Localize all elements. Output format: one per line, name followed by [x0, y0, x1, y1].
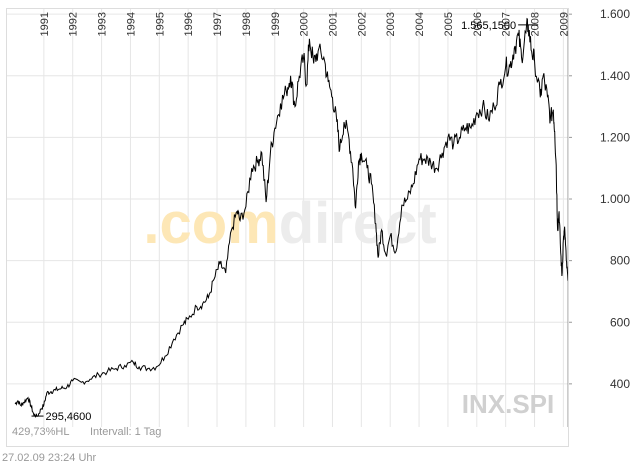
x-tick-label: 1991	[39, 12, 51, 36]
x-tick-label: 1994	[125, 12, 137, 36]
y-tick-label: 1.400	[600, 69, 630, 83]
x-tick-label: 1996	[183, 12, 195, 36]
chart-frame	[6, 8, 569, 447]
timestamp: 27.02.09 23:24 Uhr	[2, 452, 97, 464]
x-tick-label: 1995	[154, 12, 166, 36]
series	[14, 17, 569, 418]
x-tick-label: 1997	[212, 12, 224, 36]
interval-stat: Intervall: 1 Tag	[90, 426, 161, 438]
y-axis: 400 600 800 1.000 1.200 1.400 1.600	[567, 7, 630, 427]
y-tick-label: 600	[610, 315, 630, 329]
x-tick-label: 2000	[299, 12, 311, 36]
grid	[7, 8, 568, 427]
watermark-text: .comdirect	[143, 191, 436, 256]
x-tick-label: 2006	[472, 12, 484, 36]
y-tick-label: 400	[610, 377, 630, 391]
x-tick-label: 2009	[558, 12, 570, 36]
x-tick-label: 2001	[327, 12, 339, 36]
y-tick-label: 1.000	[600, 192, 630, 206]
x-tick-label: 2008	[530, 12, 542, 36]
y-tick-label: 1.600	[600, 7, 630, 21]
y-tick-label: 1.200	[600, 130, 630, 144]
x-tick-label: 1993	[97, 12, 109, 36]
ticker-label: INX.SPI	[462, 389, 554, 419]
x-tick-label: 2004	[414, 12, 426, 36]
high-label: 1.565,1500	[461, 20, 516, 32]
x-tick-label: 2002	[356, 12, 368, 36]
x-axis: 1991 1992 1993 1994 1995 1996 1997 1998 1999 2000…	[39, 12, 571, 36]
range-stat: 429,73%HL	[12, 426, 70, 438]
series-line	[14, 17, 569, 418]
x-tick-label: 2007	[501, 12, 513, 36]
x-tick-label: 1992	[68, 12, 80, 36]
x-tick-label: 1999	[270, 12, 282, 36]
stats: 429,73%HL Intervall: 1 Tag	[12, 426, 161, 438]
annotations: 1.565,1500 295,4600	[31, 20, 539, 423]
watermark: .comdirect	[143, 191, 436, 256]
x-tick-label: 2003	[385, 12, 397, 36]
low-label: 295,4600	[46, 411, 92, 423]
x-tick-label: 1998	[241, 12, 253, 36]
x-tick-label: 2005	[443, 12, 455, 36]
y-tick-label: 800	[610, 254, 630, 268]
